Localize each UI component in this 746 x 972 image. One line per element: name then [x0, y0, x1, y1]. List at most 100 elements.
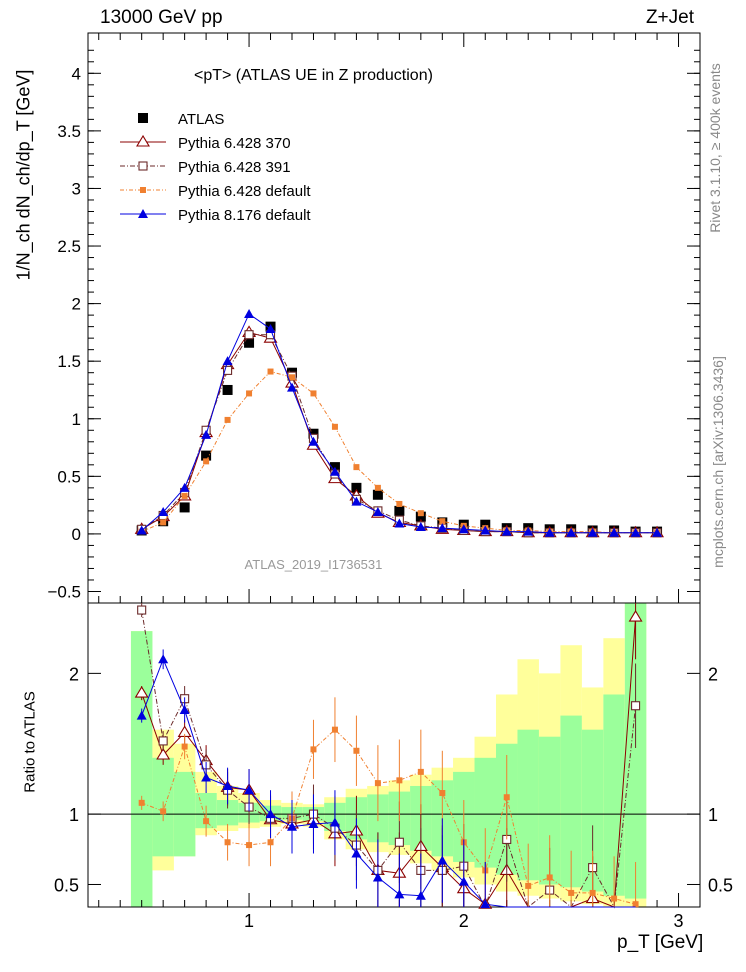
x-axis-label: p_T [GeV]: [617, 932, 703, 954]
data-point: [374, 484, 381, 491]
ratio-point: [374, 780, 381, 787]
ratio-point: [203, 818, 210, 825]
legend-marker: [138, 113, 148, 123]
ratio-point: [222, 780, 233, 790]
ratio-line-pythia-8-176-default: [141, 657, 636, 908]
ratio-point: [394, 837, 404, 847]
series-line-pythia-8-176-default: [141, 313, 658, 534]
legend-marker: [138, 209, 148, 218]
ratio-point: [628, 610, 643, 622]
ratio-point: [160, 808, 167, 815]
x-axis-label-text: p_T [GeV]: [617, 932, 704, 953]
data-point: [244, 337, 255, 348]
ratio-point: [156, 747, 171, 760]
lower-ytick-label: 0.5: [54, 875, 79, 895]
ratio-point: [396, 777, 403, 784]
data-point: [267, 368, 274, 375]
data-point: [222, 384, 233, 395]
data-point: [181, 492, 188, 499]
data-point: [329, 466, 340, 476]
lower-ytick-label-right: 1: [708, 805, 718, 825]
data-point: [289, 374, 295, 381]
ratio-point: [394, 889, 405, 899]
ratio-point: [417, 768, 424, 775]
data-point: [201, 450, 212, 461]
legend-label: ATLAS: [178, 111, 224, 128]
ratio-point: [546, 874, 553, 881]
data-point: [587, 527, 598, 537]
legend-label: Pythia 6.428 391: [178, 159, 291, 176]
upper-ytick-label: 2: [72, 295, 81, 314]
lower-ytick-label: 1: [69, 805, 79, 825]
ratio-point: [331, 726, 338, 733]
data-point: [136, 525, 147, 535]
ratio-point: [158, 654, 169, 664]
data-point: [351, 496, 362, 506]
upper-ytick-label: 1: [72, 410, 81, 429]
legend-marker: [140, 187, 146, 193]
ratio-point: [138, 799, 145, 806]
data-point: [265, 323, 276, 333]
ratio-point: [632, 901, 639, 908]
data-point: [415, 522, 426, 531]
ratio-point: [437, 855, 448, 865]
data-point: [566, 527, 577, 537]
upper-ytick-label: 0: [72, 525, 81, 544]
ratio-point: [631, 701, 641, 711]
band-green-segment: [603, 694, 625, 896]
ratio-point: [201, 772, 212, 782]
data-point: [310, 390, 317, 397]
band-green-segment: [130, 631, 153, 907]
band-green-segment: [538, 736, 561, 885]
ratio-point: [372, 872, 383, 882]
upper-ytick-label: 1.5: [57, 352, 81, 371]
data-point: [353, 464, 360, 471]
ratio-point: [611, 895, 618, 902]
data-point: [246, 390, 253, 397]
lower-ytick-label: 2: [69, 664, 79, 684]
data-point: [437, 523, 448, 533]
upper-ytick-label: 0.5: [57, 467, 81, 486]
ratio-point: [351, 848, 362, 858]
ratio-point: [267, 839, 274, 846]
data-point: [652, 527, 663, 537]
data-point: [160, 519, 167, 526]
data-point: [244, 330, 254, 340]
ratio-point: [480, 899, 491, 909]
ratio-point: [439, 790, 446, 796]
data-point: [201, 429, 212, 439]
data-point: [158, 507, 169, 517]
band-green-segment: [560, 715, 582, 888]
ratio-point: [134, 686, 149, 698]
data-point: [630, 527, 641, 537]
ratio-point: [265, 809, 276, 819]
xtick-label: 2: [459, 911, 469, 931]
ratio-point: [503, 794, 510, 801]
data-point: [415, 511, 426, 522]
ratio-point: [310, 746, 317, 753]
ratio-point: [158, 736, 168, 746]
ratio-point: [224, 839, 231, 846]
upper-ytick-label: 2.5: [57, 237, 81, 256]
band-green-segment: [581, 729, 604, 892]
ratio-point: [415, 890, 426, 900]
band-green-segment: [624, 603, 647, 899]
data-point: [417, 510, 424, 517]
header-right: Z+Jet: [645, 7, 694, 28]
chart-title: <pT> (ATLAS UE in Z production): [194, 67, 433, 84]
ratio-point: [589, 889, 596, 896]
ratio-point: [179, 704, 190, 714]
watermark: ATLAS_2019_I1736531: [245, 557, 383, 572]
xtick-label: 1: [244, 911, 254, 931]
ratio-point: [136, 710, 147, 720]
legend-label: Pythia 6.428 default: [178, 183, 311, 200]
band-green-segment: [474, 757, 496, 868]
lower-ytick-label-right: 2: [708, 664, 718, 684]
upper-ytick-label: 3: [72, 179, 81, 198]
ratio-point: [568, 889, 575, 896]
data-point: [372, 507, 383, 517]
upper-ytick-label: 3.5: [57, 122, 81, 141]
ratio-point: [287, 821, 297, 831]
legend-marker: [136, 134, 150, 147]
